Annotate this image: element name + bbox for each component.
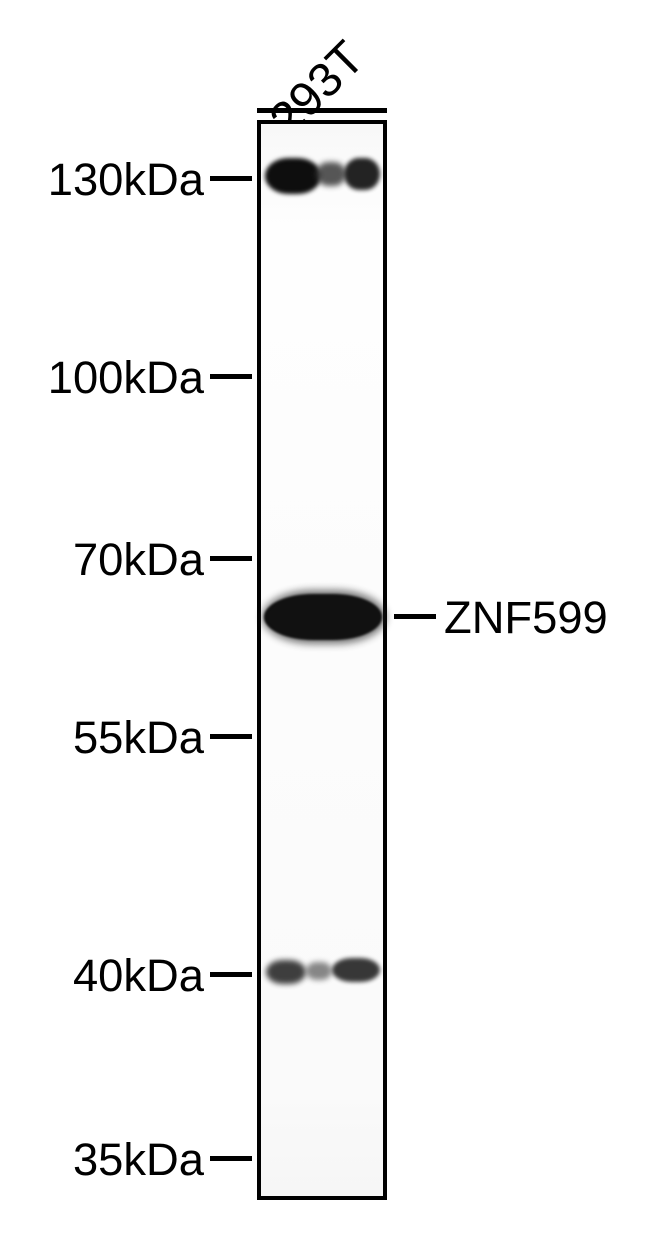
mw-marker-tick bbox=[210, 374, 252, 379]
mw-marker-tick bbox=[210, 176, 252, 181]
mw-marker-label: 40kDa bbox=[73, 950, 204, 1002]
mw-marker-label: 100kDa bbox=[48, 352, 204, 404]
blot-band bbox=[266, 960, 306, 984]
target-label: ZNF599 bbox=[444, 592, 608, 644]
mw-marker-tick bbox=[210, 1156, 252, 1161]
mw-marker-tick bbox=[210, 556, 252, 561]
mw-marker-tick bbox=[210, 972, 252, 977]
mw-marker-label: 35kDa bbox=[73, 1134, 204, 1186]
lane-shade bbox=[261, 124, 383, 1196]
target-tick bbox=[394, 614, 436, 619]
blot-band bbox=[262, 590, 386, 644]
mw-marker-label: 130kDa bbox=[48, 154, 204, 206]
mw-marker-label: 55kDa bbox=[73, 712, 204, 764]
mw-marker-label: 70kDa bbox=[73, 534, 204, 586]
blot-band bbox=[265, 158, 321, 194]
blot-band bbox=[316, 162, 346, 186]
blot-band bbox=[344, 158, 380, 190]
western-blot-figure: 293T 130kDa100kDa70kDa55kDa40kDa35kDa ZN… bbox=[0, 0, 650, 1243]
blot-band bbox=[306, 962, 332, 980]
sample-underline bbox=[257, 108, 387, 113]
mw-marker-tick bbox=[210, 734, 252, 739]
blot-band bbox=[332, 958, 380, 982]
